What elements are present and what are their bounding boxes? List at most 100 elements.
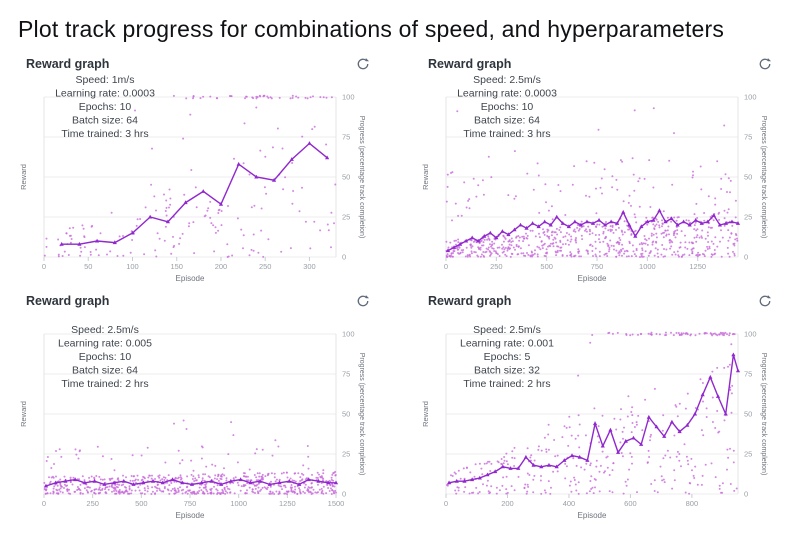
refresh-icon [357, 57, 370, 69]
svg-text:100: 100 [342, 93, 355, 102]
svg-text:75: 75 [744, 370, 752, 379]
refresh-button[interactable] [758, 57, 772, 71]
reward-graph-panel-1: Reward graph 0 25 50 75 100 0 50 100 150 200 250 30… [18, 55, 388, 284]
reward-graph-panel-4: Reward graph 0 25 50 75 100 0 200 400 600 800 Epis… [420, 292, 790, 521]
svg-text:0: 0 [744, 490, 748, 499]
average-line [43, 477, 339, 488]
svg-text:200: 200 [215, 262, 228, 271]
svg-text:Progress (percentage track com: Progress (percentage track completion) [760, 116, 767, 239]
hyperparameter-annotation: Speed: 1m/s Learning rate: 0.0003Epochs: … [55, 74, 155, 140]
refresh-icon [759, 57, 772, 69]
svg-text:500: 500 [135, 499, 148, 508]
svg-text:250: 250 [259, 262, 272, 271]
svg-text:300: 300 [303, 262, 316, 271]
refresh-icon [357, 294, 370, 306]
svg-text:Speed: 2.5m/s: Speed: 2.5m/s [71, 324, 139, 336]
svg-text:Batch size: 64: Batch size: 64 [72, 115, 138, 127]
svg-text:0: 0 [42, 499, 46, 508]
panel-title: Reward graph [26, 56, 110, 71]
svg-text:Episode: Episode [578, 511, 607, 520]
page: Plot track progress for combinations of … [18, 16, 790, 521]
svg-text:Episode: Episode [176, 274, 205, 283]
svg-text:0: 0 [444, 262, 448, 271]
svg-text:100: 100 [342, 330, 355, 339]
page-title: Plot track progress for combinations of … [18, 16, 725, 42]
reward-graph-panel-3: Reward graph 0 25 50 75 100 0 250 500 750 1000 125… [18, 292, 388, 521]
svg-text:Learning rate: 0.005: Learning rate: 0.005 [58, 338, 152, 350]
svg-text:Epochs: 10: Epochs: 10 [481, 101, 534, 113]
svg-text:Progress (percentage track com: Progress (percentage track completion) [358, 353, 365, 476]
svg-text:Epochs: 5: Epochs: 5 [484, 351, 531, 363]
scatter-points [446, 331, 738, 495]
svg-text:Learning rate: 0.0003: Learning rate: 0.0003 [55, 88, 155, 100]
svg-text:75: 75 [342, 133, 350, 142]
svg-text:Reward: Reward [421, 401, 430, 427]
svg-text:1000: 1000 [639, 262, 656, 271]
svg-text:Batch size: 64: Batch size: 64 [72, 365, 138, 377]
panel-header: Reward graph [420, 292, 790, 309]
refresh-button[interactable] [356, 294, 370, 308]
svg-text:250: 250 [86, 499, 99, 508]
scatter-points [445, 107, 739, 258]
panel-title: Reward graph [428, 56, 512, 71]
reward-chart: 0 25 50 75 100 0 50 100 150 200 250 300 Episode Rewar… [19, 74, 365, 284]
panel-title: Reward graph [428, 293, 512, 308]
svg-text:400: 400 [563, 499, 576, 508]
refresh-icon [759, 294, 772, 306]
panel-title: Reward graph [26, 293, 110, 308]
refresh-button[interactable] [758, 294, 772, 308]
panel-header: Reward graph [18, 292, 388, 309]
svg-text:75: 75 [342, 370, 350, 379]
panels-grid: Reward graph 0 25 50 75 100 0 50 100 150 200 250 30… [18, 55, 790, 521]
svg-text:50: 50 [744, 173, 752, 182]
hyperparameter-annotation: Speed: 2.5m/s Learning rate: 0.0003Epochs… [457, 74, 557, 140]
scatter-points [43, 94, 337, 258]
svg-text:1500: 1500 [328, 499, 345, 508]
svg-text:100: 100 [744, 93, 757, 102]
svg-text:Time trained: 3 hrs: Time trained: 3 hrs [463, 128, 550, 140]
svg-text:150: 150 [170, 262, 183, 271]
svg-text:0: 0 [342, 253, 346, 262]
hyperparameter-annotation: Speed: 2.5m/s Learning rate: 0.005Epochs:… [58, 324, 152, 390]
hyperparameter-annotation: Speed: 2.5m/s Learning rate: 0.001Epochs:… [460, 324, 554, 390]
svg-text:Epochs: 10: Epochs: 10 [79, 351, 132, 363]
svg-text:50: 50 [342, 410, 350, 419]
svg-text:0: 0 [42, 262, 46, 271]
svg-text:50: 50 [342, 173, 350, 182]
svg-text:Learning rate: 0.0003: Learning rate: 0.0003 [457, 88, 557, 100]
reward-graph-panel-2: Reward graph 0 25 50 75 100 0 250 500 750 1000 125… [420, 55, 790, 284]
svg-text:Epochs: 10: Epochs: 10 [79, 101, 132, 113]
svg-text:25: 25 [744, 450, 752, 459]
svg-text:Reward: Reward [19, 401, 28, 427]
svg-text:0: 0 [342, 490, 346, 499]
svg-text:Speed: 2.5m/s: Speed: 2.5m/s [473, 74, 541, 86]
svg-text:750: 750 [591, 262, 604, 271]
svg-text:600: 600 [624, 499, 637, 508]
svg-text:Time trained: 2 hrs: Time trained: 2 hrs [61, 378, 148, 390]
axes: 0 25 50 75 100 0 50 100 150 200 250 300 Episode Rewar… [19, 93, 365, 284]
svg-text:Progress (percentage track com: Progress (percentage track completion) [358, 116, 365, 239]
svg-text:750: 750 [184, 499, 197, 508]
svg-text:200: 200 [501, 499, 514, 508]
svg-text:Reward: Reward [421, 164, 430, 190]
svg-text:1250: 1250 [689, 262, 706, 271]
svg-text:75: 75 [744, 133, 752, 142]
panel-header: Reward graph [18, 55, 388, 72]
svg-text:Reward: Reward [19, 164, 28, 190]
svg-text:Batch size: 64: Batch size: 64 [474, 115, 540, 127]
svg-text:50: 50 [744, 410, 752, 419]
average-line [59, 141, 330, 246]
svg-text:Speed: 1m/s: Speed: 1m/s [76, 74, 135, 86]
refresh-button[interactable] [356, 57, 370, 71]
svg-text:0: 0 [744, 253, 748, 262]
svg-text:500: 500 [540, 262, 553, 271]
svg-text:100: 100 [126, 262, 139, 271]
svg-text:1250: 1250 [279, 499, 296, 508]
svg-text:Episode: Episode [176, 511, 205, 520]
svg-text:25: 25 [744, 213, 752, 222]
svg-text:100: 100 [744, 330, 757, 339]
axes: 0 25 50 75 100 0 200 400 600 800 Episode Reward Prog… [421, 330, 767, 521]
